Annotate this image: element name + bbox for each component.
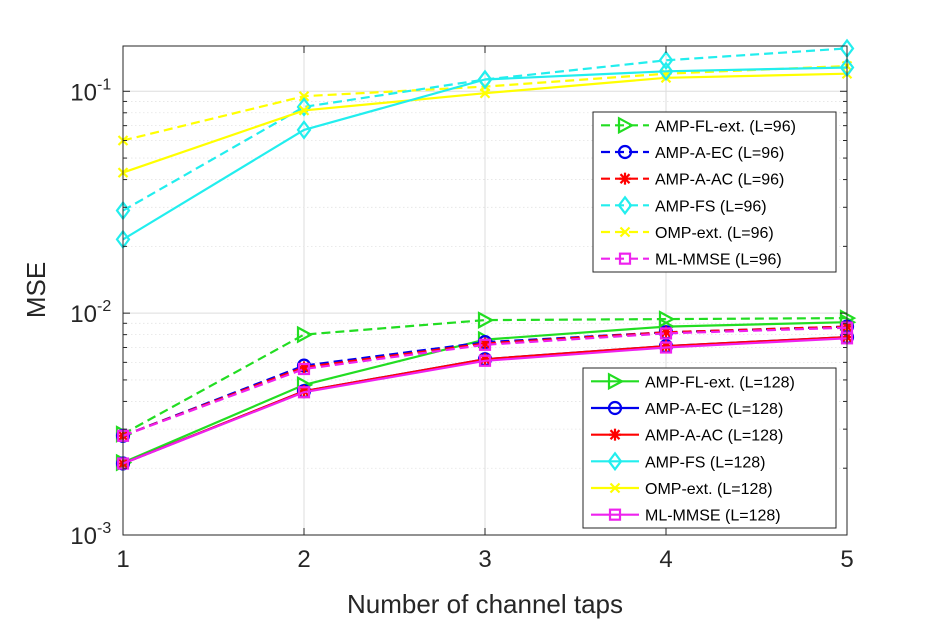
legend-label: AMP-FS (L=96) [655,198,767,215]
legend-item: OMP-ext. (L=128) [591,481,773,498]
circle-marker [607,400,623,416]
x-tick-labels: 1 2 3 4 5 [116,546,853,573]
triangle-right-marker [617,116,635,135]
triangle-right-marker [477,311,495,329]
y-tick-labels: 10-310-210-1 [70,76,111,550]
y-tick-exponent: -1 [97,76,111,93]
legend-item: AMP-FL-ext. (L=96) [601,116,796,135]
tick-marks [122,46,848,536]
square-marker [608,508,622,521]
y-tick-exponent: -2 [97,298,111,315]
square-marker [478,338,492,351]
y-tick-label: 10 [70,301,97,328]
legend-label: AMP-A-AC (L=96) [655,172,784,189]
legend-label: ML-MMSE (L=96) [655,252,782,269]
diamond-marker [658,61,674,82]
x-tick-label: 3 [478,546,491,573]
diamond-marker [477,69,493,90]
legend-label: ML-MMSE (L=128) [645,508,781,525]
legend-item: AMP-A-AC (L=128) [591,428,783,445]
x-marker [298,90,310,102]
series-line [122,66,848,241]
square-marker [659,327,673,340]
square-marker [659,341,673,354]
x-tick-label: 4 [659,546,672,573]
x-tick-label: 1 [116,546,129,573]
legend-box [582,367,837,529]
legend-l128: AMP-FL-ext. (L=128) AMP-A-EC (L=128) AMP-A… [582,367,837,529]
legend-item: ML-MMSE (L=96) [601,252,782,269]
series-line [122,326,848,437]
diamond-marker [607,451,623,472]
square-marker [297,362,311,376]
legend-item: AMP-A-EC (L=128) [591,400,783,418]
x-tick-label: 5 [840,546,853,573]
series-line [122,337,848,465]
legend-label: AMP-FS (L=128) [645,454,765,471]
y-tick-label: 10 [70,79,97,106]
y-axis-label: MSE [21,262,51,318]
triangle-right-marker [296,325,314,344]
diamond-marker [617,195,633,216]
x-marker [298,105,310,116]
legend-item: AMP-FS (L=128) [591,451,765,472]
square-marker [297,386,311,399]
x-tick-label: 2 [297,546,310,573]
diamond-marker [296,120,312,140]
legend-item: AMP-A-AC (L=96) [601,172,784,189]
legend-item: OMP-ext. (L=96) [601,225,774,242]
legend-l96: AMP-FL-ext. (L=96) AMP-A-EC (L=96) AMP-A-A… [592,111,837,273]
legend-label: AMP-A-EC (L=128) [645,401,783,418]
triangle-right-marker [607,372,625,391]
series-line [122,47,848,212]
y-tick-label: 10 [70,523,97,550]
legend-label: OMP-ext. (L=128) [645,481,773,498]
asterisk-marker [619,172,631,185]
diamond-marker [658,50,674,71]
circle-marker [617,144,633,160]
legend-item: AMP-FS (L=96) [601,195,767,216]
x-marker [479,87,491,99]
y-tick-exponent: -3 [97,520,111,537]
square-marker [618,252,632,265]
asterisk-marker [609,428,621,441]
legend-item: AMP-FL-ext. (L=128) [591,372,795,391]
legend-label: OMP-ext. (L=96) [655,225,774,242]
legend-label: AMP-FL-ext. (L=96) [655,118,796,135]
legend-label: AMP-FL-ext. (L=128) [645,374,795,391]
legend-label: AMP-A-AC (L=128) [645,428,783,445]
square-marker [478,354,492,367]
diamond-marker [296,97,312,117]
legend-box [592,111,837,273]
legend-label: AMP-A-EC (L=96) [655,145,784,162]
x-axis-label: Number of channel taps [347,589,623,619]
legend-item: AMP-A-EC (L=96) [601,144,784,162]
x-marker [619,226,631,238]
legend-item: ML-MMSE (L=128) [591,508,781,525]
x-marker [609,482,621,494]
